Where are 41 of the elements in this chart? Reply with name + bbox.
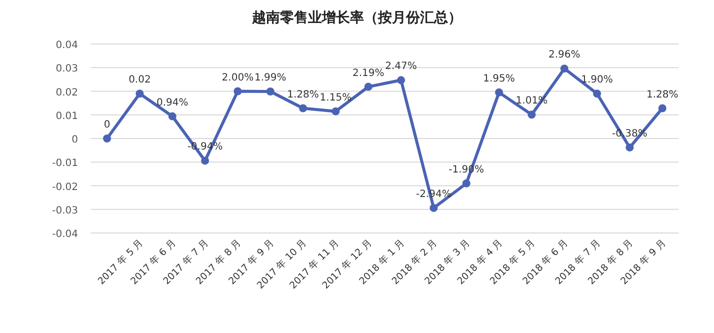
data-label: 2.19% — [352, 68, 384, 79]
data-label: 1.90% — [581, 74, 613, 86]
data-label: 2.00% — [222, 72, 254, 84]
point — [495, 88, 504, 96]
y-tick-label: 0.01 — [56, 110, 78, 122]
point — [234, 87, 242, 96]
y-tick-label: -0.04 — [52, 229, 78, 240]
y-tick-label: 0.04 — [56, 40, 78, 51]
y-tick-label: 0.03 — [56, 64, 78, 75]
data-label: 1.95% — [483, 73, 515, 84]
data-label: 0.94% — [156, 97, 188, 108]
point — [397, 76, 406, 84]
data-label: 0 — [104, 120, 110, 130]
point — [364, 82, 372, 91]
data-label: 1.28% — [287, 89, 319, 100]
point — [430, 204, 438, 212]
data-label: 0.02 — [128, 74, 151, 86]
data-label: 1.28% — [646, 89, 678, 100]
point — [626, 143, 634, 152]
point — [462, 179, 470, 188]
y-tick-label: -0.01 — [52, 158, 78, 170]
point — [103, 134, 112, 142]
point — [299, 104, 308, 112]
y-tick-label: -0.02 — [52, 182, 78, 193]
point — [528, 110, 536, 119]
data-label: 1.99% — [254, 72, 286, 84]
point — [266, 87, 274, 96]
y-tick-label: -0.03 — [52, 205, 78, 216]
point — [201, 156, 210, 165]
data-label: 1.15% — [320, 92, 352, 104]
point — [658, 104, 666, 112]
data-label: 2.47% — [385, 61, 417, 72]
point — [136, 90, 144, 98]
point — [332, 107, 340, 116]
y-tick-label: 0 — [72, 134, 78, 146]
point — [593, 90, 602, 98]
chart-title: 越南零售业增长率（按月份汇总） — [251, 9, 462, 26]
data-label: 2.96% — [548, 50, 580, 61]
point — [560, 64, 568, 73]
point — [168, 112, 176, 120]
y-tick-label: 0.02 — [56, 87, 78, 98]
